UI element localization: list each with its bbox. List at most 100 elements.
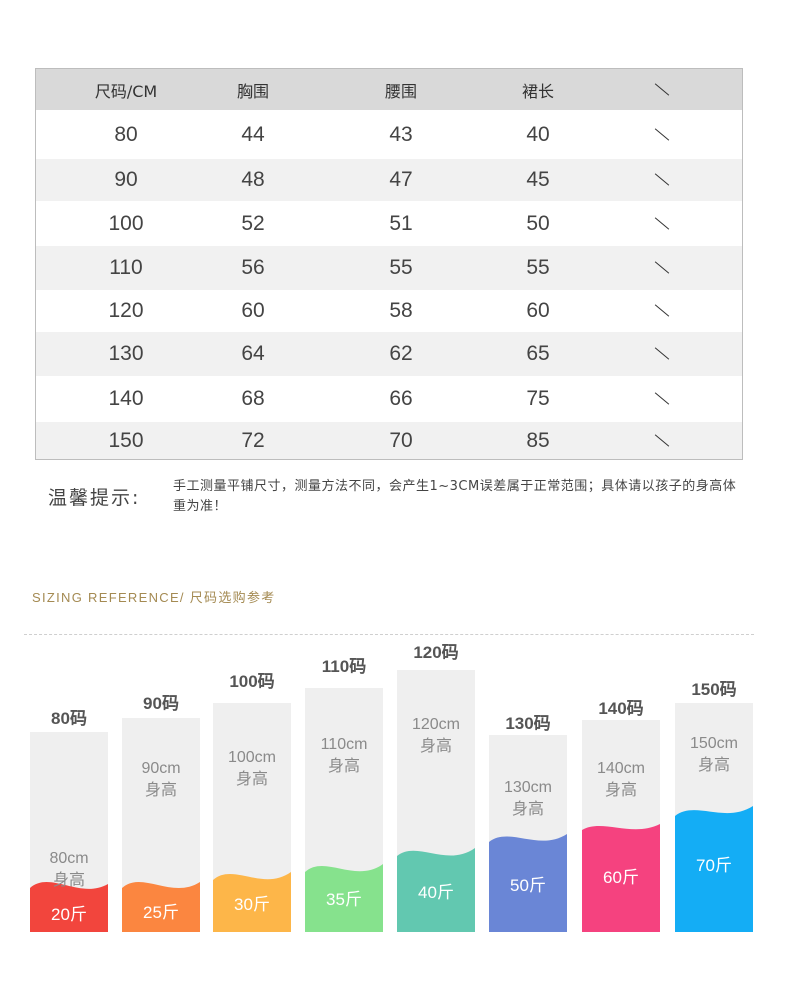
weight-value: 30斤	[234, 895, 270, 914]
weight-wave	[30, 882, 108, 932]
weight-value: 20斤	[51, 905, 87, 924]
cell-chest: 56	[241, 256, 265, 279]
header-skirt-length: 裙长	[521, 81, 554, 101]
cell-size: 100	[108, 211, 144, 235]
cell-waist: 70	[389, 428, 413, 452]
cell-size: 110	[109, 256, 143, 279]
size-bar-body: 140cm 身高 60斤	[582, 720, 660, 932]
cell-waist: 62	[389, 342, 413, 365]
height-value: 100cm	[227, 749, 277, 766]
table-row: 110 56 55 55	[36, 246, 742, 290]
cell-size: 80	[114, 122, 138, 146]
cell-waist: 55	[389, 256, 413, 279]
table-row: 90 48 47 45	[36, 159, 742, 201]
cell-blank	[601, 332, 721, 376]
table-row: 150 72 70 85	[36, 422, 742, 459]
height-text: 100cm 身高	[213, 747, 291, 791]
size-label: 90码	[143, 694, 179, 713]
height-label: 身高	[52, 872, 85, 889]
height-label: 身高	[697, 757, 730, 774]
height-value: 130cm	[503, 779, 553, 796]
cell-skirt-length: 55	[526, 256, 550, 279]
height-label: 身高	[419, 738, 452, 755]
size-bar-150: 150码 150cm 身高 70斤	[675, 675, 753, 932]
size-bar-80: 80码 80cm 身高 20斤	[30, 704, 108, 932]
size-bar-body: 90cm 身高 25斤	[122, 718, 200, 932]
cell-chest: 72	[241, 428, 265, 452]
weight-wave	[397, 848, 475, 932]
table-row: 130 64 62 65	[36, 332, 742, 376]
cell-skirt-length: 75	[526, 387, 550, 410]
height-text: 140cm 身高	[582, 758, 660, 802]
size-bar-110: 110码 110cm 身高 35斤	[305, 652, 383, 932]
cell-skirt-length: 50	[526, 211, 550, 235]
height-text: 90cm 身高	[122, 758, 200, 802]
sizing-reference-title: SIZING REFERENCE/ 尺码选购参考	[32, 590, 276, 605]
cell-waist: 43	[389, 122, 413, 146]
table-row: 140 68 66 75	[36, 376, 742, 422]
header-chest: 胸围	[236, 81, 269, 101]
cell-skirt-length: 40	[526, 122, 550, 146]
weight-value: 25斤	[143, 903, 179, 922]
table-row: 80 44 43 40	[36, 110, 742, 159]
header-blank	[601, 69, 721, 110]
weight-wave	[213, 872, 291, 932]
slash-mark	[655, 391, 667, 407]
size-label: 100码	[229, 672, 275, 691]
slash-mark	[655, 172, 667, 188]
cell-skirt-length: 45	[526, 168, 550, 191]
cell-waist: 58	[389, 299, 413, 322]
cell-skirt-length: 65	[526, 342, 550, 365]
cell-size: 130	[108, 342, 144, 365]
cell-blank	[601, 290, 721, 332]
weight-wave	[122, 882, 200, 932]
cell-size: 90	[114, 168, 138, 191]
size-bar-100: 100码 100cm 身高 30斤	[213, 667, 291, 932]
size-bar-body: 110cm 身高 35斤	[305, 688, 383, 932]
weight-value: 50斤	[510, 876, 546, 895]
cell-chest: 48	[241, 168, 265, 191]
size-bar-140: 140码 140cm 身高 60斤	[582, 694, 660, 932]
weight-wave	[305, 864, 383, 932]
height-text: 150cm 身高	[675, 733, 753, 777]
size-bar-body: 120cm 身高 40斤	[397, 670, 475, 932]
cell-size: 120	[108, 299, 144, 322]
height-value: 140cm	[596, 760, 646, 777]
size-bar-body: 80cm 身高 20斤	[30, 732, 108, 932]
table-header-row: 尺码/CM 胸围 腰围 裙长	[36, 69, 742, 110]
height-label: 身高	[327, 758, 360, 775]
cell-chest: 60	[241, 299, 265, 322]
size-label: 130码	[505, 714, 551, 733]
cell-chest: 64	[241, 342, 265, 365]
slash-mark	[655, 127, 667, 143]
slash-mark	[655, 346, 667, 362]
cell-chest: 44	[241, 122, 265, 146]
size-bar-body: 130cm 身高 50斤	[489, 735, 567, 932]
weight-wave	[582, 824, 660, 932]
weight-wave	[489, 834, 567, 932]
cell-skirt-length: 85	[526, 428, 550, 452]
size-label: 140码	[598, 699, 644, 718]
note-title: 温馨提示:	[48, 487, 141, 509]
cell-chest: 52	[241, 211, 265, 235]
size-bar-120: 120码 120cm 身高 40斤	[397, 638, 475, 932]
height-label: 身高	[511, 801, 544, 818]
height-label: 身高	[604, 782, 637, 799]
cell-size: 140	[108, 387, 144, 410]
cell-waist: 47	[389, 168, 413, 191]
height-text: 110cm 身高	[305, 734, 383, 778]
weight-wave	[675, 806, 753, 932]
slash-mark	[655, 433, 667, 449]
size-label: 150码	[691, 680, 737, 699]
cell-size: 150	[108, 428, 144, 452]
cell-skirt-length: 60	[526, 299, 550, 322]
note-text: 手工测量平铺尺寸，测量方法不同，会产生1~3CM误差属于正常范围；具体请以孩子的…	[173, 479, 737, 514]
slash-mark	[655, 216, 667, 232]
size-bar-90: 90码 90cm 身高 25斤	[122, 689, 200, 932]
height-label: 身高	[235, 771, 268, 788]
cell-blank	[601, 201, 721, 246]
size-label: 120码	[413, 643, 459, 662]
cell-chest: 68	[241, 387, 265, 410]
height-value: 110cm	[320, 736, 368, 753]
weight-value: 35斤	[326, 890, 362, 909]
